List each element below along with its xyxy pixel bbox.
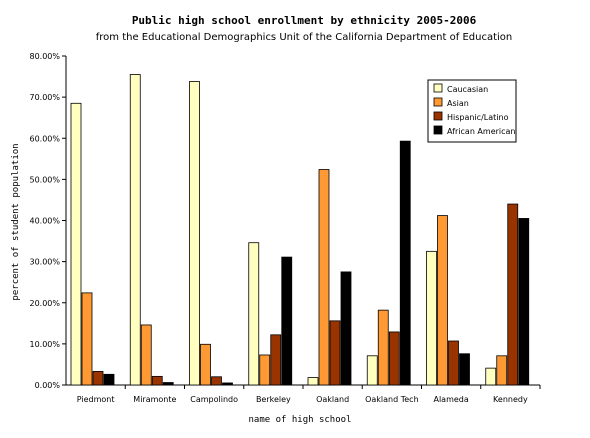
bar-african-american: [222, 382, 233, 386]
bar-hispanic-latino: [329, 320, 341, 386]
bar-hispanic-latino: [448, 340, 459, 386]
bar-hispanic-latino: [388, 331, 400, 386]
bar-asian: [81, 292, 93, 386]
y-tick-label: 50.00%: [29, 175, 60, 184]
legend-swatch: [433, 125, 443, 135]
bar-caucasian: [366, 355, 378, 386]
bar-hispanic-latino: [507, 203, 519, 386]
legend-swatch: [433, 83, 443, 93]
x-axis-label: name of high school: [249, 415, 352, 425]
x-tick-label: Piedmont: [77, 395, 115, 404]
bar-african-american: [459, 353, 470, 386]
legend-entry: Caucasian: [447, 85, 488, 94]
chart-subtitle: from the Educational Demographics Unit o…: [96, 32, 512, 43]
bar-caucasian: [129, 74, 141, 386]
y-tick-label: 20.00%: [29, 299, 60, 308]
x-tick-label: Berkeley: [256, 395, 291, 404]
y-tick-label: 80.00%: [29, 52, 60, 61]
x-tick-label: Miramonte: [133, 395, 176, 404]
bar-asian: [318, 169, 330, 386]
bar-caucasian: [70, 102, 82, 386]
bar-african-american: [399, 140, 411, 386]
plot-area: 0.00% 10.00% 20.00% 30.00% 40.00% 50.00% 60.00…: [29, 52, 541, 404]
x-tick-label: Campolindo: [190, 395, 238, 404]
bar-caucasian: [189, 81, 200, 386]
bar-asian: [200, 343, 211, 386]
bar-asian: [259, 354, 271, 386]
bar-hispanic-latino: [151, 375, 163, 386]
legend-swatch: [433, 97, 443, 107]
bar-african-american: [281, 256, 293, 386]
bar-caucasian: [307, 377, 319, 386]
y-tick-label: 70.00%: [29, 93, 60, 102]
y-tick-label: 40.00%: [29, 217, 60, 226]
legend-entry: African American: [447, 127, 516, 136]
bar-asian: [377, 309, 389, 386]
bar-african-american: [340, 271, 352, 386]
bar-african-american: [518, 218, 530, 386]
bar-hispanic-latino: [270, 334, 282, 386]
chart-title: Public high school enrollment by ethnici…: [132, 14, 477, 27]
y-tick-label: 0.00%: [35, 381, 61, 390]
bar-asian: [437, 215, 448, 386]
bar-caucasian: [426, 250, 437, 386]
y-axis-label: percent of student population: [11, 143, 21, 300]
bar-hispanic-latino: [211, 376, 222, 386]
x-tick-label: Oakland: [316, 395, 349, 404]
x-tick-label: Kennedy: [493, 395, 528, 404]
legend-swatch: [433, 111, 443, 121]
legend-entry: Asian: [447, 99, 469, 108]
bar-asian: [496, 355, 508, 386]
y-tick-label: 30.00%: [29, 258, 60, 267]
x-tick-label: Oakland Tech: [365, 395, 419, 404]
legend-entry: Hispanic/Latino: [447, 113, 509, 122]
legend-box: [427, 79, 517, 143]
bar-african-american: [103, 373, 115, 386]
bar-asian: [140, 324, 152, 386]
y-tick-label: 10.00%: [29, 340, 60, 349]
y-tick-label: 60.00%: [29, 134, 60, 143]
bar-caucasian: [485, 367, 497, 386]
bar-caucasian: [248, 242, 260, 386]
x-tick-label: Alameda: [433, 395, 468, 404]
bar-african-american: [162, 382, 174, 386]
bar-hispanic-latino: [92, 371, 104, 386]
